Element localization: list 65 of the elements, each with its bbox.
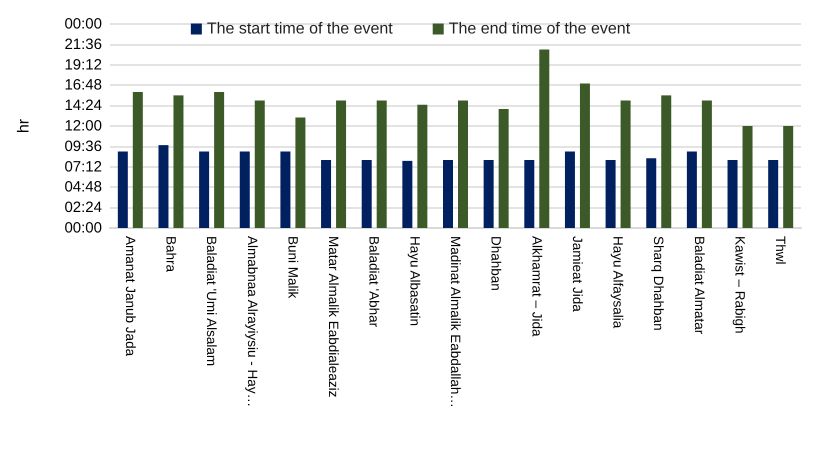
bar: [417, 104, 428, 228]
y-tick-label: 00:00: [64, 16, 102, 32]
bar: [458, 100, 468, 228]
x-tick-label: Madinat Almalik Eabdallah…: [448, 236, 463, 408]
bar: [376, 100, 387, 228]
y-tick-label: 02:24: [64, 199, 102, 216]
y-tick-label: 12:00: [64, 118, 102, 134]
y-tick-label: 00:00: [64, 220, 102, 236]
bar: [484, 160, 494, 228]
x-tick-label: Thwl: [773, 236, 788, 265]
x-tick-label: Jamieat Jida: [570, 236, 585, 312]
bar: [240, 152, 250, 228]
legend-label: The start time of the event: [206, 20, 394, 38]
y-tick-label: 09:36: [64, 138, 102, 155]
bar: [580, 84, 590, 228]
x-tick-label: Alkhamrat – Jida: [529, 236, 544, 338]
x-tick-label: Buni Malik: [285, 236, 300, 299]
x-tick-label: Sharq Dhahban: [651, 236, 666, 331]
bar: [173, 95, 184, 228]
bar: [254, 100, 265, 228]
x-tick-label: Hayu Alfaysalia: [610, 236, 626, 329]
bar: [158, 145, 168, 228]
bar: [362, 160, 372, 228]
bar: [524, 160, 534, 228]
bar: [443, 160, 453, 228]
bar: [768, 160, 778, 228]
bar: [321, 160, 332, 228]
y-tick-label: 19:12: [64, 56, 102, 74]
y-axis-title: hr: [16, 118, 32, 134]
y-tick-label: 14:24: [64, 97, 102, 114]
bar: [280, 152, 290, 228]
bar: [728, 160, 738, 228]
x-tick-label: Matar Almalik Eabdialeaziz: [326, 236, 342, 398]
bar: [336, 100, 346, 228]
bar: [295, 118, 306, 228]
x-tick-label: Hayu Albasatin: [407, 236, 422, 326]
x-tick-label: Bahra: [163, 236, 178, 273]
bar: [214, 92, 224, 228]
x-tick-label: Baladiat Almatar: [692, 236, 707, 335]
bar: [686, 152, 697, 228]
x-tick-label: Dhahban: [488, 236, 504, 291]
bar: [402, 160, 412, 228]
bar: [661, 95, 672, 228]
bar: [620, 100, 631, 228]
y-tick-label: 07:12: [64, 158, 102, 176]
bar: [606, 160, 616, 228]
bar: [564, 152, 575, 228]
y-tick-label: 04:48: [64, 178, 102, 196]
bar: [539, 50, 550, 228]
bar: [646, 158, 656, 228]
bar: [702, 100, 712, 228]
x-tick-label: Baladiat 'Umi Alsalam: [204, 236, 220, 366]
x-tick-label: Amanat Janub Jada: [122, 236, 138, 357]
bar: [783, 126, 794, 228]
bar: [132, 92, 143, 228]
x-tick-label: Kawist – Rabigh: [732, 236, 748, 334]
bar: [199, 152, 210, 228]
bar: [742, 126, 753, 228]
x-tick-label: Almabnaa Alrayiysiu - Hay…: [244, 236, 260, 408]
y-tick-label: 16:48: [64, 76, 102, 94]
x-tick-label: Baladiat 'Abhar: [366, 236, 382, 328]
legend-label: The end time of the event: [448, 20, 631, 38]
bar: [498, 109, 509, 228]
bar: [118, 152, 128, 228]
y-tick-label: 21:36: [64, 36, 102, 53]
